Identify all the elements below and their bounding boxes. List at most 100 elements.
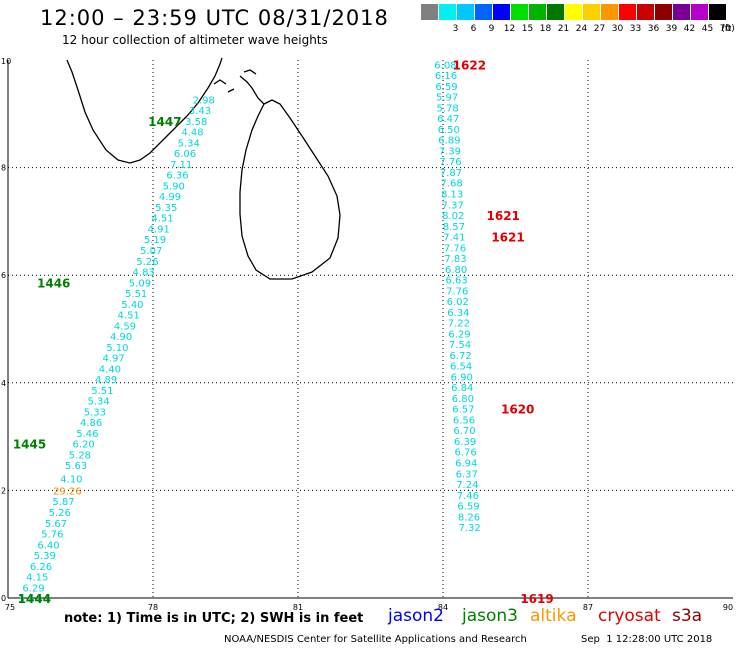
sri-lanka-coastline bbox=[239, 99, 341, 280]
scale-label: 12 bbox=[503, 24, 516, 34]
lat-tick-label: 4 bbox=[1, 379, 6, 388]
wave-height-label: 29.26 bbox=[53, 486, 82, 497]
wave-height-label: 6.56 bbox=[453, 415, 475, 426]
scale-label: 42 bbox=[683, 24, 696, 34]
lon-tick-label: 90 bbox=[723, 603, 733, 612]
footer-date: Sep 1 12:28:00 UTC 2018 bbox=[581, 634, 713, 645]
wave-height-label: 5.39 bbox=[34, 551, 56, 562]
lon-tick-label: 75 bbox=[5, 603, 15, 612]
wave-height-label: 6.06 bbox=[174, 149, 196, 160]
wave-height-label: 5.46 bbox=[76, 429, 98, 440]
lat-tick-label: 0 bbox=[1, 594, 6, 603]
wave-height-label: 5.90 bbox=[163, 181, 185, 192]
wave-height-label: 5.51 bbox=[91, 386, 113, 397]
scale-label: 36 bbox=[647, 24, 660, 34]
wave-height-label: 6.02 bbox=[447, 297, 469, 308]
lat-tick-label: 8 bbox=[1, 164, 6, 173]
lon-tick-label: 84 bbox=[438, 603, 448, 612]
wave-height-label: 4.59 bbox=[114, 321, 136, 332]
pass-time-label: 1621 bbox=[491, 231, 524, 245]
scale-swatch bbox=[493, 4, 510, 20]
wave-height-label: 7.54 bbox=[449, 340, 471, 351]
scale-swatch bbox=[637, 4, 654, 20]
wave-height-label: 7.87 bbox=[440, 168, 462, 179]
wave-height-label: 7.22 bbox=[448, 319, 470, 330]
pass-time-label: 1444 bbox=[18, 592, 51, 606]
scale-swatch bbox=[655, 4, 672, 20]
wave-height-label: 5.33 bbox=[84, 407, 106, 418]
wave-height-label: 6.26 bbox=[30, 562, 52, 573]
scale-label: 30 bbox=[611, 24, 624, 34]
wave-height-label: 6.39 bbox=[454, 437, 476, 448]
pass-time-labels: 1447 1446 1445 1444 1622 1621 1621 1620 1619 bbox=[13, 58, 554, 606]
wave-height-label: 3.43 bbox=[189, 106, 211, 117]
wave-height-label: 6.40 bbox=[37, 540, 59, 551]
map-title: 12:00 – 23:59 UTC 08/31/2018 bbox=[40, 6, 389, 30]
wave-height-label: 6.29 bbox=[22, 583, 44, 594]
wave-height-label: 5.87 bbox=[52, 497, 74, 508]
scale-label: 9 bbox=[488, 24, 495, 34]
satellite-legend-jason2: jason2 bbox=[388, 606, 444, 626]
wave-height-label: 6.59 bbox=[457, 502, 479, 513]
wave-height-label: 7.24 bbox=[456, 480, 478, 491]
wave-height-label: 5.78 bbox=[437, 103, 459, 114]
wave-height-label: 4.91 bbox=[148, 224, 170, 235]
wave-height-label: 5.26 bbox=[136, 257, 158, 268]
wave-height-label: 6.50 bbox=[438, 125, 460, 136]
lon-tick-label: 87 bbox=[583, 603, 593, 612]
satellite-legend-altika: altika bbox=[530, 606, 577, 626]
wave-height-label: 7.76 bbox=[444, 243, 466, 254]
scale-swatch bbox=[673, 4, 690, 20]
wave-height-label: 6.89 bbox=[438, 136, 460, 147]
wave-height-label: 7.68 bbox=[440, 179, 462, 190]
wave-height-label: 3.58 bbox=[185, 117, 207, 128]
pass-time-label: 1446 bbox=[37, 276, 70, 290]
wave-height-label: 4.99 bbox=[159, 192, 181, 203]
india-coastline bbox=[66, 57, 223, 164]
scale-swatch bbox=[547, 4, 564, 20]
axis-tick-labels: 75 78 81 84 87 90 0 2 4 6 8 10 bbox=[1, 57, 733, 612]
scale-swatch bbox=[421, 4, 438, 20]
satellite-legend-s3a: s3a bbox=[672, 606, 703, 626]
scale-label: 3 bbox=[452, 24, 459, 34]
wave-height-label: 5.34 bbox=[178, 138, 200, 149]
wave-height-label: 7.76 bbox=[439, 157, 461, 168]
wave-height-label: 6.63 bbox=[446, 276, 468, 287]
wave-height-label: 7.37 bbox=[442, 200, 464, 211]
scale-label: 24 bbox=[575, 24, 588, 34]
pass-time-label: 1621 bbox=[487, 209, 520, 223]
lat-tick-label: 10 bbox=[1, 57, 11, 66]
wave-height-label: 7.76 bbox=[446, 286, 468, 297]
units-note: note: 1) Time is in UTC; 2) SWH is in fe… bbox=[64, 611, 364, 626]
wave-height-label: 4.86 bbox=[80, 418, 102, 429]
wave-height-label: 5.35 bbox=[155, 203, 177, 214]
scale-label: 18 bbox=[539, 24, 552, 34]
scale-swatch bbox=[565, 4, 582, 20]
wave-height-label: 4.51 bbox=[118, 311, 140, 322]
wave-height-label: 6.37 bbox=[456, 469, 478, 480]
wave-height-label: 5.76 bbox=[41, 530, 63, 541]
scale-swatch bbox=[529, 4, 546, 20]
pass-time-label: 1619 bbox=[520, 592, 553, 606]
wave-height-label: 5.10 bbox=[106, 343, 128, 354]
wave-height-label: 6.70 bbox=[453, 426, 475, 437]
wave-height-label: 6.36 bbox=[166, 171, 188, 182]
scale-unit-label: (ft) bbox=[721, 24, 735, 34]
wave-height-label: 7.46 bbox=[457, 491, 479, 502]
lon-tick-label: 81 bbox=[293, 603, 303, 612]
wave-height-label: 5.40 bbox=[121, 300, 143, 311]
lat-tick-label: 6 bbox=[1, 271, 6, 280]
wave-height-label: 5.28 bbox=[69, 450, 91, 461]
wave-height-label: 5.54 bbox=[19, 594, 41, 605]
wave-height-label: 5.67 bbox=[45, 519, 67, 530]
scale-label: 33 bbox=[629, 24, 642, 34]
pass-time-label: 1620 bbox=[501, 403, 534, 417]
wave-height-label: 6.57 bbox=[452, 405, 474, 416]
wave-height-label: 6.54 bbox=[450, 362, 472, 373]
wave-height-label: 6.76 bbox=[455, 448, 477, 459]
wave-height-label: 4.48 bbox=[181, 128, 203, 139]
wave-height-label: 6.94 bbox=[455, 459, 477, 470]
wave-height-label: 5.51 bbox=[125, 289, 147, 300]
wave-height-label: 6.08 bbox=[434, 60, 456, 71]
